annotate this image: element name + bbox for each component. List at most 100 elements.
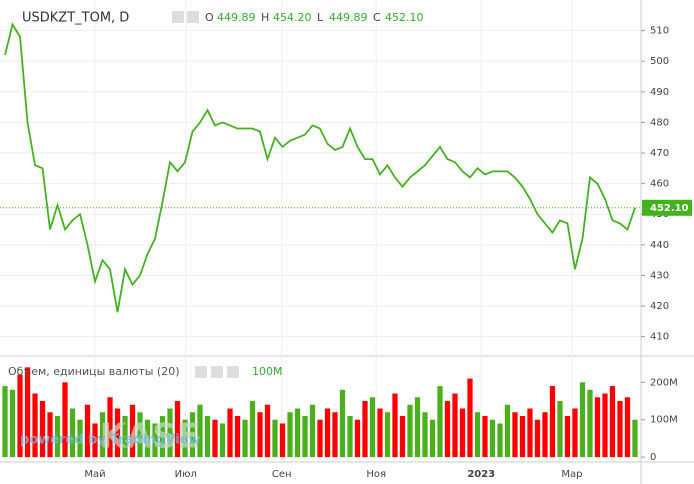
x-tick-label: Ноя [366, 469, 386, 480]
volume-tick-label: 200M [650, 377, 678, 388]
volume-bar [347, 415, 353, 458]
close-icon[interactable] [227, 366, 239, 378]
volume-bar [542, 412, 548, 458]
volume-bar [107, 397, 113, 458]
legend-icons[interactable] [172, 11, 199, 23]
y-tick-label: 510 [650, 26, 669, 37]
volume-bar [557, 401, 563, 458]
ohlc-value: 449.89 [217, 11, 256, 24]
volume-bar [287, 412, 293, 458]
x-tick-label: 2023 [467, 469, 495, 480]
volume-bar [617, 401, 623, 458]
volume-bar [302, 415, 308, 458]
powered-by: powered by TradingView [20, 433, 201, 448]
volume-bar [152, 423, 158, 458]
volume-bar [609, 386, 616, 458]
volume-bar [182, 419, 188, 458]
y-tick-label: 490 [650, 87, 669, 98]
volume-bar [272, 419, 278, 458]
volume-bar [9, 389, 16, 458]
y-tick-label: 430 [650, 270, 669, 281]
volume-bar [519, 415, 526, 458]
volume-bar [339, 389, 346, 458]
volume-bar [459, 408, 466, 458]
volume-bar [482, 415, 488, 458]
ohlc-value: 454.20 [273, 11, 312, 24]
volume-bar [377, 408, 383, 458]
volume-bar [587, 389, 593, 458]
volume-bar [384, 412, 391, 458]
volume-bar [399, 415, 406, 458]
ohlc-key: H [261, 11, 269, 24]
last-price-label: 452.10 [650, 203, 689, 214]
volume-bar [624, 397, 631, 458]
ohlc-key: L [317, 11, 324, 24]
ohlc-key: C [373, 11, 381, 24]
volume-bar [39, 401, 46, 458]
volume-bar [219, 423, 226, 458]
volume-bar [122, 415, 128, 458]
volume-bar [354, 419, 361, 458]
y-tick-label: 470 [650, 148, 669, 159]
y-tick-label: 440 [650, 240, 669, 251]
volume-bar [69, 408, 76, 458]
marks [0, 0, 645, 462]
settings-icon[interactable] [187, 11, 199, 23]
volume-bar [47, 412, 53, 458]
volume-bar [249, 401, 256, 458]
volume-bar [564, 415, 571, 458]
y-tick-label: 420 [650, 301, 669, 312]
volume-bar [332, 412, 338, 458]
volume-bar [489, 419, 496, 458]
volume-bar [527, 408, 533, 458]
volume-bar [234, 415, 241, 458]
volume-bar [324, 408, 331, 458]
volume-bar [602, 393, 608, 458]
volume-bar [572, 408, 578, 458]
y-tick-label: 480 [650, 117, 669, 128]
volume-bar [137, 412, 143, 458]
volume-bar [467, 378, 473, 458]
volume-bar [369, 397, 376, 458]
volume-bar [309, 404, 316, 458]
volume-bar [242, 419, 248, 458]
volume-bar [594, 397, 601, 458]
volume-bar [264, 404, 271, 458]
symbol: USDKZT_TOM, D [22, 11, 129, 26]
volume-bar [632, 419, 638, 458]
x-tick-label: Сен [272, 469, 292, 480]
x-tick-label: Июл [175, 469, 197, 480]
volume-bar [497, 423, 503, 458]
volume-bar [444, 401, 451, 458]
ohlc-value: 449.89 [329, 11, 368, 24]
volume-bar [392, 393, 398, 458]
volume-bar [362, 401, 368, 458]
ohlc-value: 452.10 [385, 11, 424, 24]
volume-bar [129, 404, 136, 458]
eye-icon[interactable] [172, 11, 184, 23]
volume-tick-label: 100M [650, 415, 678, 426]
volume-bar [167, 408, 173, 458]
settings-icon[interactable] [211, 366, 223, 378]
volume-bar [579, 382, 586, 458]
volume-bar [62, 382, 68, 458]
eye-icon[interactable] [195, 366, 207, 378]
volume-bar [474, 412, 481, 458]
volume-bar [77, 419, 83, 458]
price-line [4, 22, 636, 313]
volume-bar [549, 386, 556, 458]
volume-bar [189, 412, 196, 458]
volume-bar [512, 412, 518, 458]
last-price-badge [642, 199, 692, 216]
volume-bar [2, 386, 8, 458]
volume-tick-label: 0 [650, 452, 656, 463]
volume-bar [99, 412, 106, 458]
volume-bar [197, 404, 203, 458]
volume-bar [159, 415, 166, 458]
volume-bar [414, 397, 421, 458]
volume-bar [429, 419, 436, 458]
volume-bar [17, 374, 23, 458]
volume-bar [54, 415, 61, 458]
volume-icons[interactable] [195, 366, 239, 378]
